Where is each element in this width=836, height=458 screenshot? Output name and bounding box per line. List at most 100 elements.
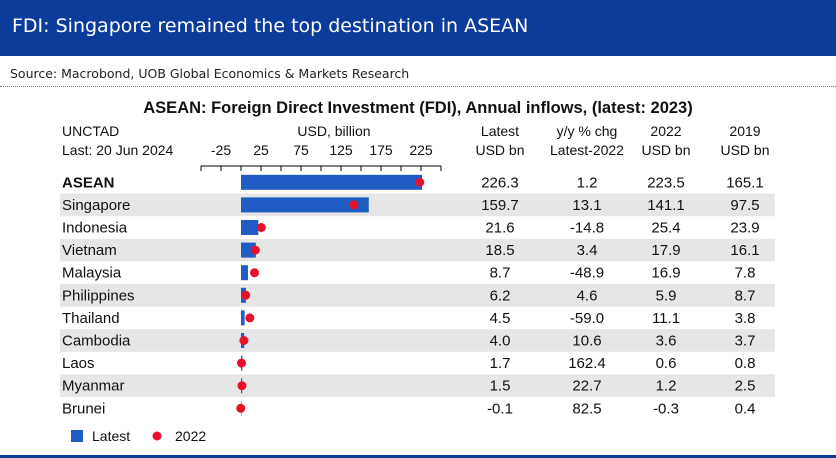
table-cell: 4.6 — [577, 287, 598, 304]
table-cell: -0.3 — [653, 400, 679, 417]
chart-title: ASEAN: Foreign Direct Investment (FDI), … — [143, 99, 692, 117]
table-cell: 10.6 — [572, 333, 601, 350]
bar-latest — [241, 220, 259, 235]
axis-title: USD, billion — [297, 123, 370, 139]
row-label: Vietnam — [62, 242, 117, 259]
row-label: Singapore — [62, 197, 130, 214]
banner-title: FDI: Singapore remained the top destinat… — [12, 15, 529, 37]
dot-2022 — [241, 290, 251, 300]
column-header: USD bn — [720, 142, 769, 158]
last-updated-label: Last: 20 Jun 2024 — [62, 142, 174, 158]
table-cell: 1.2 — [577, 174, 598, 191]
table-cell: 6.2 — [490, 287, 511, 304]
table-cell: -48.9 — [570, 265, 604, 282]
dot-2022 — [239, 336, 249, 345]
row-band — [60, 329, 775, 352]
row-label: Indonesia — [62, 220, 128, 237]
tick-label: -25 — [211, 142, 231, 158]
table-cell: 1.5 — [490, 378, 511, 395]
fdi-chart: ASEAN: Foreign Direct Investment (FDI), … — [60, 99, 775, 444]
table-cell: 165.1 — [726, 174, 764, 191]
table-cell: 13.1 — [572, 197, 601, 214]
row-band — [60, 284, 775, 307]
dotted-divider — [0, 86, 836, 87]
row-label: Cambodia — [62, 333, 131, 350]
table-cell: 16.9 — [651, 265, 680, 282]
column-header: USD bn — [475, 142, 524, 158]
dot-2022 — [236, 358, 246, 368]
dot-2022 — [236, 403, 246, 413]
dot-2022 — [250, 245, 260, 255]
legend-2022-dot — [152, 431, 162, 441]
table-cell: 17.9 — [651, 242, 680, 259]
row-label: Thailand — [62, 310, 120, 327]
table-cell: 3.6 — [656, 333, 677, 350]
table-cell: 25.4 — [651, 220, 680, 237]
table-cell: 3.4 — [577, 242, 598, 259]
table-cell: 2.5 — [735, 378, 756, 395]
legend-latest-label: Latest — [92, 428, 130, 444]
bar-latest — [241, 197, 369, 213]
source-note: Source: Macrobond, UOB Global Economics … — [10, 66, 410, 81]
table-cell: 0.8 — [735, 355, 756, 372]
table-cell: 5.9 — [656, 287, 677, 304]
table-cell: 82.5 — [572, 400, 601, 417]
tick-label: 175 — [369, 142, 393, 158]
bar-latest — [241, 174, 423, 190]
column-header: y/y % chg — [557, 123, 618, 139]
table-cell: 162.4 — [568, 355, 606, 372]
row-label: ASEAN — [62, 174, 115, 191]
dot-2022 — [415, 177, 425, 187]
source-label: UNCTAD — [62, 123, 119, 139]
table-cell: 97.5 — [730, 197, 759, 214]
table-cell: 7.8 — [735, 265, 756, 282]
row-label: Myanmar — [62, 378, 125, 395]
table-cell: -0.1 — [487, 400, 513, 417]
table-cell: 226.3 — [481, 174, 519, 191]
row-label: Laos — [62, 355, 95, 372]
dot-2022 — [256, 223, 266, 232]
bar-latest — [241, 242, 256, 258]
row-label: Brunei — [62, 400, 105, 417]
table-cell: 223.5 — [647, 174, 685, 191]
dot-2022 — [237, 381, 247, 391]
bar-latest — [241, 310, 245, 326]
table-cell: 16.1 — [730, 242, 759, 259]
column-header: 2019 — [729, 123, 760, 139]
table-cell: -14.8 — [570, 220, 604, 237]
column-header: Latest-2022 — [550, 142, 624, 158]
row-label: Philippines — [62, 287, 135, 304]
table-cell: 4.5 — [490, 310, 511, 327]
tick-label: 125 — [329, 142, 353, 158]
row-label: Malaysia — [62, 265, 122, 282]
column-header: Latest — [481, 123, 519, 139]
bar-latest — [241, 265, 248, 281]
row-band — [60, 374, 775, 397]
row-band — [60, 238, 775, 262]
column-header: USD bn — [641, 142, 690, 158]
dot-2022 — [245, 313, 255, 323]
table-cell: 21.6 — [485, 220, 514, 237]
table-cell: 18.5 — [485, 242, 514, 259]
table-cell: 23.9 — [730, 220, 759, 237]
header-banner: FDI: Singapore remained the top destinat… — [0, 0, 836, 56]
tick-label: 25 — [253, 142, 269, 158]
table-cell: 3.8 — [735, 310, 756, 327]
table-cell: 141.1 — [647, 197, 685, 214]
table-cell: 159.7 — [481, 197, 519, 214]
legend-2022-label: 2022 — [175, 428, 206, 444]
column-header: 2022 — [650, 123, 681, 139]
table-cell: 8.7 — [490, 265, 511, 282]
table-cell: -59.0 — [570, 310, 604, 327]
dot-2022 — [250, 268, 260, 278]
table-cell: 0.4 — [735, 400, 756, 417]
table-cell: 4.0 — [490, 333, 511, 350]
table-cell: 0.6 — [656, 355, 677, 372]
legend-latest-swatch — [71, 430, 83, 442]
table-cell: 1.7 — [490, 355, 511, 372]
table-cell: 1.2 — [656, 378, 677, 395]
dot-2022 — [349, 200, 359, 210]
table-cell: 22.7 — [572, 378, 601, 395]
row-band — [60, 193, 775, 217]
tick-label: 225 — [409, 142, 433, 158]
